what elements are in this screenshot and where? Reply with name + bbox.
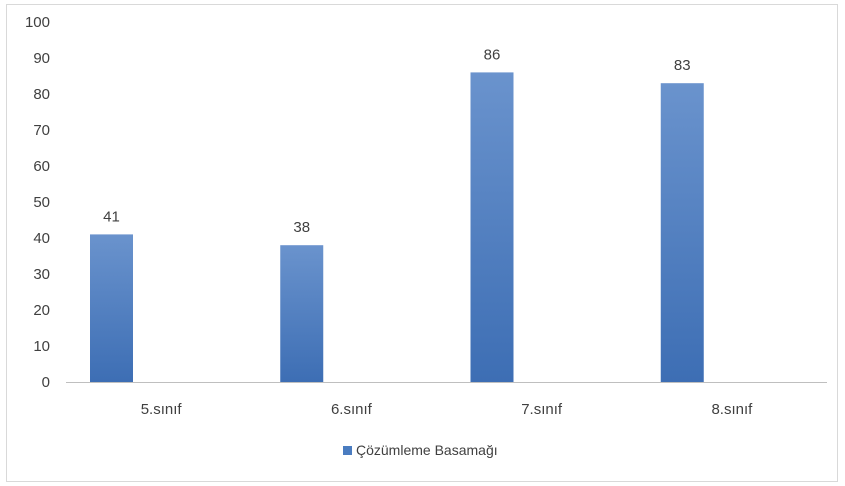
y-tick-label: 30	[33, 266, 50, 283]
data-label: 38	[293, 219, 310, 236]
legend: Çözümleme Basamağı	[343, 442, 498, 458]
x-axis: 5.sınıf 6.sınıf 7.sınıf 8.sınıf	[141, 401, 753, 418]
y-tick-label: 50	[33, 194, 50, 211]
y-tick-label: 100	[25, 14, 50, 31]
y-tick-label: 20	[33, 302, 50, 319]
bar	[90, 234, 133, 382]
y-tick-label: 10	[33, 338, 50, 355]
data-labels: 41 38 86 83	[103, 46, 690, 236]
bar	[660, 83, 704, 382]
y-tick-label: 40	[33, 230, 50, 247]
x-tick-label: 8.sınıf	[711, 401, 753, 418]
x-tick-label: 6.sınıf	[331, 401, 373, 418]
bar	[470, 72, 514, 383]
legend-label: Çözümleme Basamağı	[356, 442, 498, 458]
y-tick-label: 60	[33, 158, 50, 175]
y-tick-label: 0	[42, 374, 50, 391]
data-label: 83	[674, 57, 691, 74]
x-tick-label: 5.sınıf	[141, 401, 183, 418]
data-label: 86	[484, 46, 501, 63]
y-axis: 0 10 20 30 40 50 60 70 80 90 100	[25, 14, 50, 391]
y-tick-label: 90	[33, 50, 50, 67]
bars	[90, 72, 704, 383]
data-label: 41	[103, 208, 120, 225]
legend-swatch	[343, 446, 352, 455]
x-tick-label: 7.sınıf	[521, 401, 563, 418]
y-tick-label: 80	[33, 86, 50, 103]
y-tick-label: 70	[33, 122, 50, 139]
bar	[280, 245, 324, 382]
